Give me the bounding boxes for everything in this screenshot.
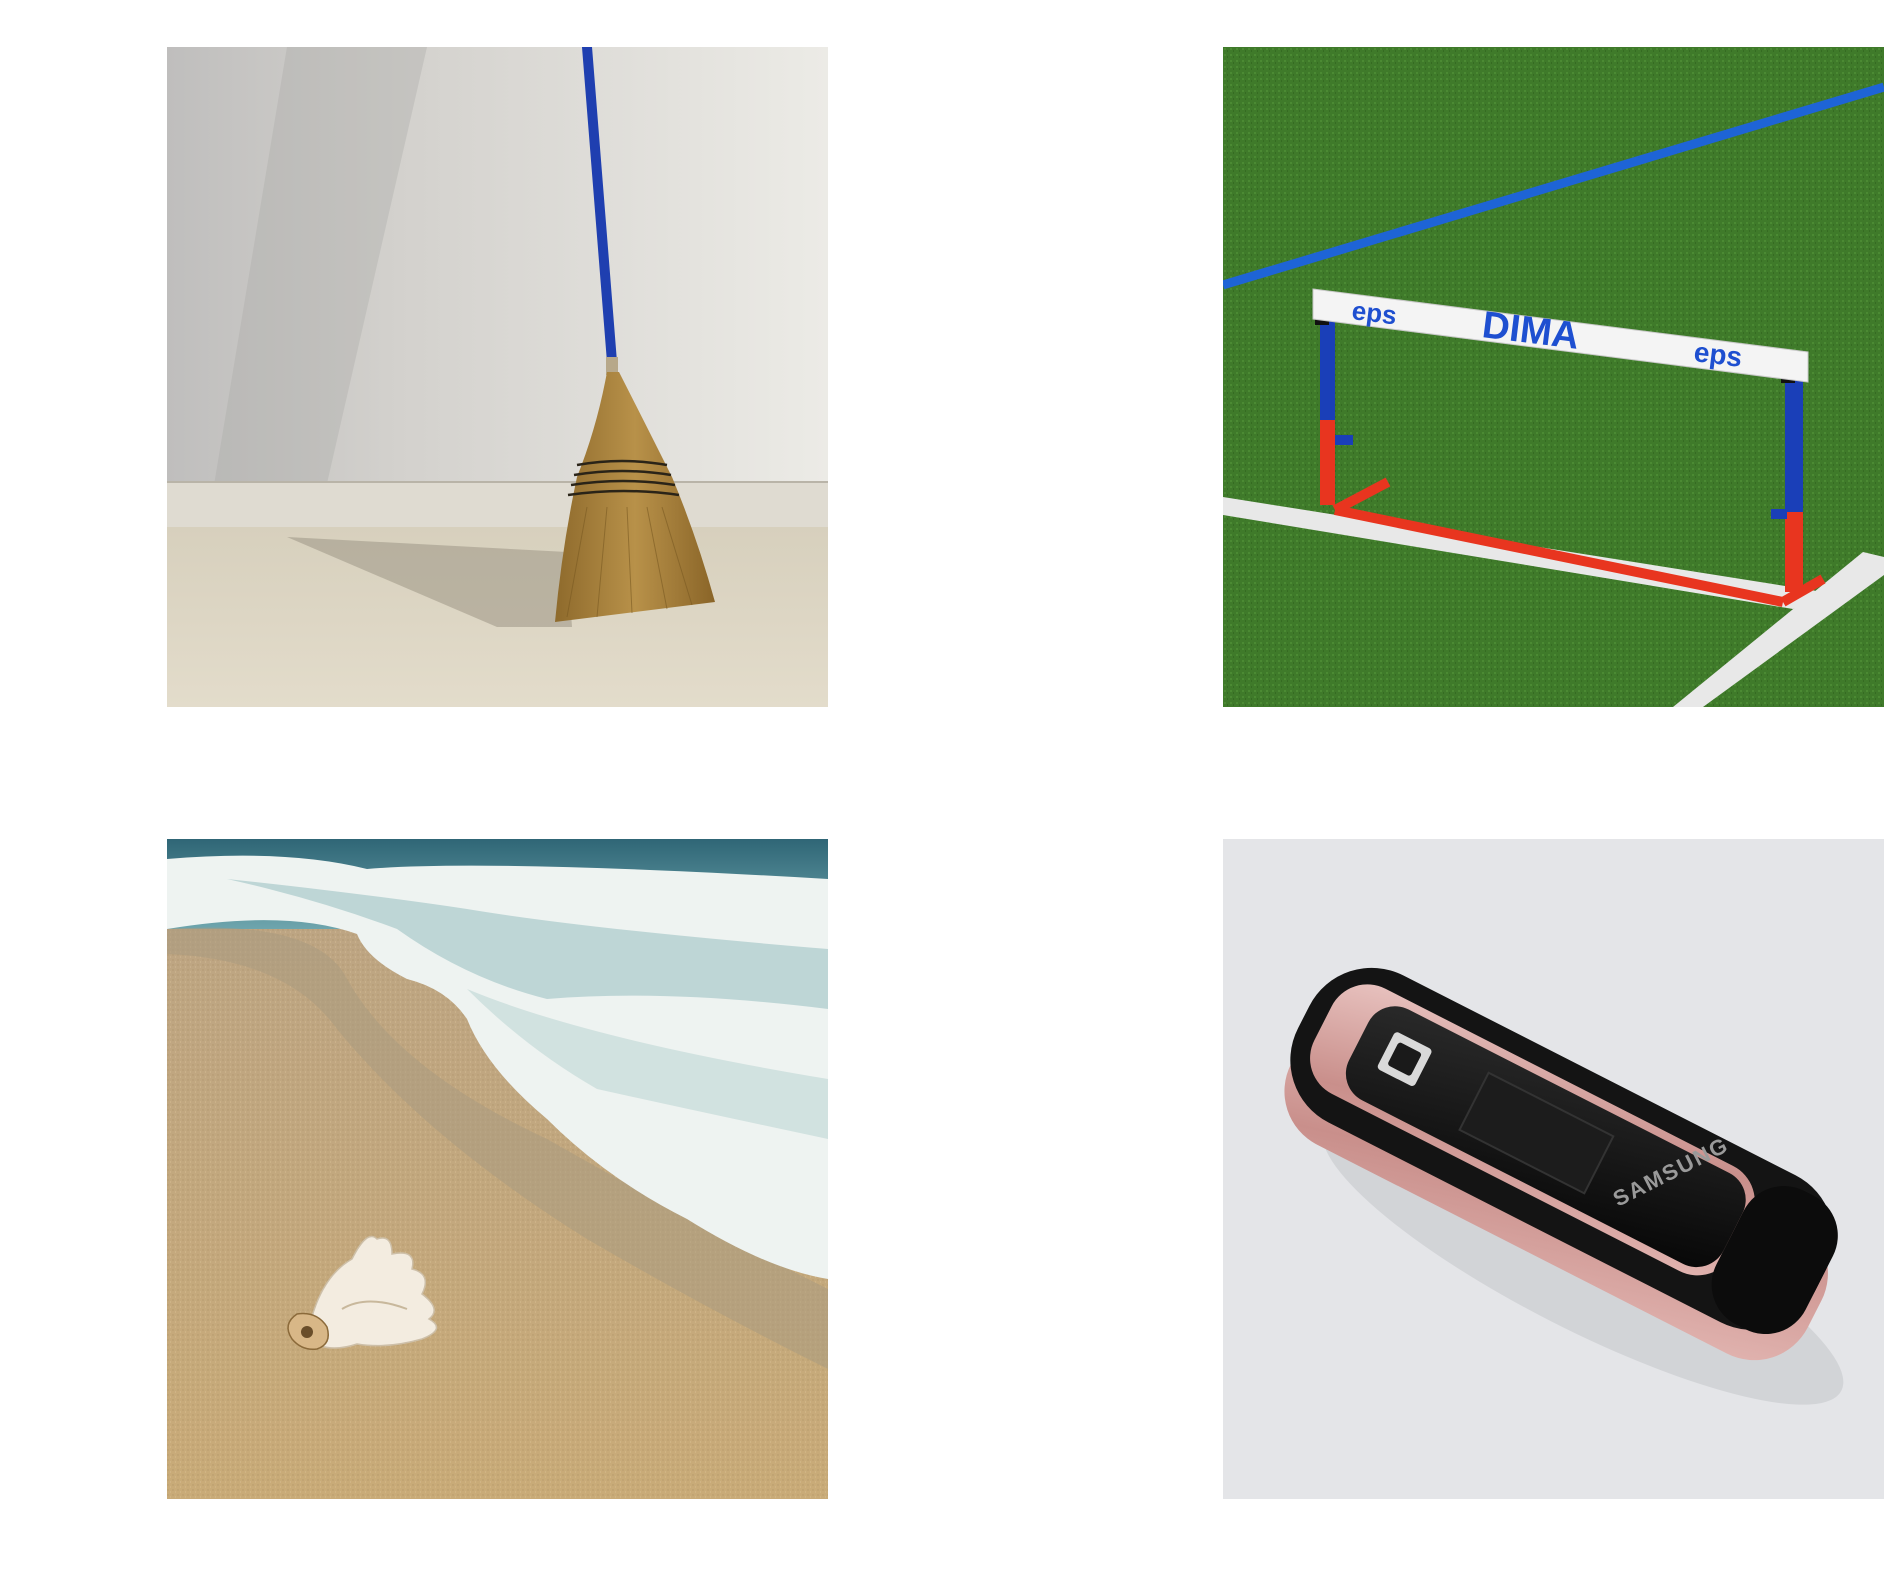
hurdle-bar-left-text: eps	[1350, 295, 1398, 330]
beach-illustration	[167, 839, 828, 1499]
hurdle-photo: eps DIMA eps	[1223, 47, 1884, 707]
broom-illustration	[167, 47, 828, 707]
flip-phone-photo: SAMSUNG	[1223, 839, 1884, 1499]
hurdle-bar-right-text: eps	[1692, 336, 1744, 373]
broom-photo	[167, 47, 828, 707]
shell	[287, 1235, 438, 1351]
beach-shell-photo	[167, 839, 828, 1499]
hurdle-illustration: eps DIMA eps	[1223, 47, 1884, 707]
phone-illustration: SAMSUNG	[1223, 839, 1884, 1499]
